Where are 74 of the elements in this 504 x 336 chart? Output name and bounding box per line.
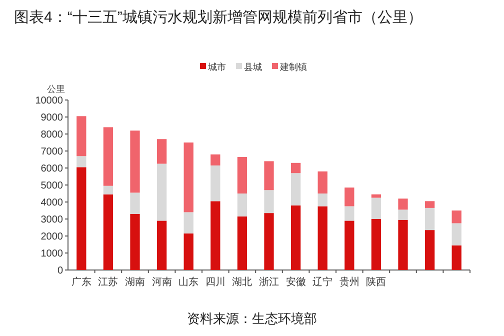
y-tick-label: 5000 (40, 180, 64, 192)
bar (130, 192, 140, 214)
legend-label: 城市 (207, 62, 226, 72)
bar (452, 245, 462, 270)
x-tick-label: 河南 (152, 276, 172, 288)
bar (76, 116, 86, 156)
bar (237, 194, 248, 216)
y-tick-label: 0 (57, 266, 64, 276)
bar (371, 194, 382, 198)
y-axis-title: 公里 (47, 84, 65, 94)
bar (210, 201, 220, 270)
legend-label: 建制镇 (279, 62, 307, 72)
bar (318, 171, 328, 194)
y-tick-label: 3000 (40, 214, 64, 226)
bar (103, 186, 114, 194)
x-tick-label: 四川 (205, 276, 226, 288)
bar (344, 188, 354, 206)
bar (344, 220, 354, 270)
bar (290, 162, 301, 174)
bar (290, 173, 301, 206)
bar (103, 194, 114, 270)
bar (156, 164, 167, 221)
y-tick-label: 9000 (40, 112, 64, 124)
bar (398, 198, 408, 210)
bar (424, 201, 435, 208)
bar (264, 190, 274, 214)
bar (130, 130, 140, 193)
y-tick-label: 1000 (40, 248, 64, 260)
y-tick-label: 8000 (40, 130, 64, 140)
x-tick-label: 山东 (178, 276, 199, 288)
bar (210, 165, 220, 202)
bar (76, 156, 86, 168)
bar (318, 206, 328, 270)
x-tick-label: 陕西 (366, 276, 386, 288)
x-tick-label: 江苏 (98, 276, 118, 288)
bar (452, 210, 462, 224)
y-tick-label: 7000 (40, 146, 64, 158)
bar (156, 220, 167, 270)
bar (184, 142, 194, 212)
bar (424, 208, 435, 230)
bar (184, 233, 194, 270)
y-tick-label: 2000 (40, 232, 64, 242)
bar (398, 210, 408, 220)
x-tick-label: 广东 (71, 276, 92, 288)
bar (184, 212, 194, 234)
bar (424, 230, 435, 270)
text: 资料来源：生态环境部 (187, 311, 317, 326)
bar (290, 205, 301, 270)
bar (130, 214, 140, 270)
x-tick-label: 湖南 (125, 276, 145, 288)
x-tick-label: 浙江 (259, 276, 279, 288)
bar (76, 167, 86, 270)
x-tick-label: 辽宁 (312, 276, 333, 288)
y-tick-label: 10000 (35, 96, 64, 106)
y-tick-label: 6000 (40, 164, 64, 174)
bar (398, 220, 408, 270)
bar (103, 127, 114, 186)
bar (452, 223, 462, 246)
x-tick-label: 安徽 (286, 276, 306, 288)
bar (210, 154, 220, 166)
bar (318, 194, 328, 206)
x-tick-label: 湖北 (232, 276, 252, 288)
bar (264, 161, 274, 190)
bar (156, 139, 167, 164)
bar (344, 206, 354, 221)
bar (237, 156, 248, 194)
legend-label: 县城 (244, 62, 262, 72)
x-tick-label: 贵州 (339, 276, 360, 288)
chart-title: 图表4：“十三五”城镇污水规划新增管网规模前列省市（公里） (14, 9, 422, 26)
bar (371, 198, 382, 219)
y-tick-label: 4000 (40, 198, 64, 208)
bar (237, 216, 248, 270)
bar (371, 219, 382, 270)
bar (264, 213, 274, 270)
